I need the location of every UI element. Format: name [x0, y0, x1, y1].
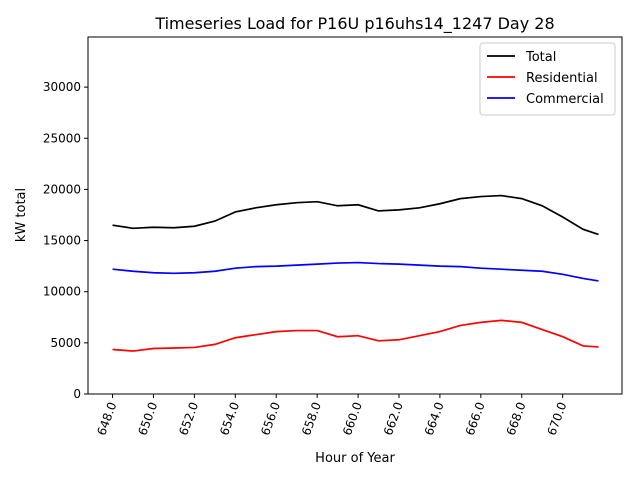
series-line-residential — [112, 319, 599, 352]
legend-box — [479, 42, 616, 116]
y-tick-label: 20000 — [43, 182, 81, 196]
y-tick-label: 0 — [73, 387, 81, 401]
y-tick-label: 15000 — [43, 234, 81, 248]
x-tick-label: 662.0 — [381, 400, 406, 437]
x-tick-label: 660.0 — [340, 400, 365, 437]
y-tick-label: 10000 — [43, 285, 81, 299]
x-tick-label: 670.0 — [545, 400, 570, 437]
x-tick-label: 664.0 — [422, 400, 447, 437]
x-tick-label: 654.0 — [217, 400, 242, 437]
x-tick-label: 650.0 — [135, 400, 160, 437]
x-tick-label: 652.0 — [176, 400, 201, 437]
series-line-commercial — [112, 261, 599, 282]
chart-title: Timeseries Load for P16U p16uhs14_1247 D… — [154, 14, 554, 34]
legend: Total Residential Commercial — [479, 42, 616, 116]
x-tick-label: 658.0 — [299, 400, 324, 437]
x-tick-label: 668.0 — [504, 400, 529, 437]
legend-label: Residential — [526, 71, 598, 86]
legend-label: Commercial — [526, 92, 604, 107]
x-tick-label: 666.0 — [463, 400, 488, 437]
y-tick-label: 25000 — [43, 131, 81, 145]
x-tick-label: 648.0 — [94, 400, 119, 437]
series-line-total — [112, 194, 599, 236]
x-axis-label: Hour of Year — [315, 451, 395, 466]
y-tick-label: 30000 — [43, 80, 81, 94]
x-tick-label: 656.0 — [258, 400, 283, 437]
plot-frame — [87, 36, 623, 395]
y-axis-label: kW total — [14, 188, 29, 242]
legend-label: Total — [525, 50, 556, 65]
y-tick-label: 5000 — [50, 336, 81, 350]
